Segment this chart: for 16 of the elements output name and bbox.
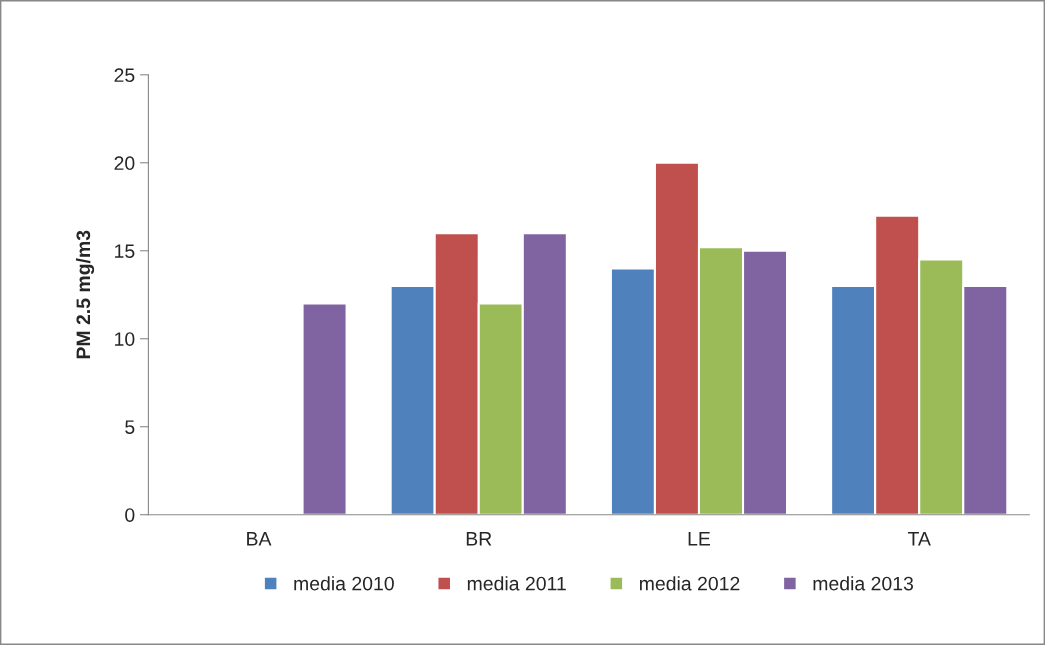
y-tick-label: 0 [125, 508, 135, 522]
legend-label: media 2012 [639, 576, 740, 591]
bar [301, 302, 348, 515]
y-tick-label: 25 [114, 68, 135, 83]
x-tick-label: BA [247, 532, 272, 546]
y-tick-label: 10 [115, 332, 135, 346]
y-tick-label: 5 [125, 420, 135, 434]
legend-label: media 2011 [467, 576, 566, 591]
y-tick-label: 15 [115, 244, 135, 259]
legend-label: media 2013 [813, 576, 914, 591]
y-axis-title: PM 2.5 mg/m3 [75, 230, 95, 359]
legend-label: media 2010 [294, 576, 394, 591]
x-tick-label: LE [688, 532, 711, 546]
y-tick-label: 20 [114, 156, 135, 171]
x-tick-label: TA [907, 532, 931, 546]
x-tick-label: BR [466, 532, 492, 546]
